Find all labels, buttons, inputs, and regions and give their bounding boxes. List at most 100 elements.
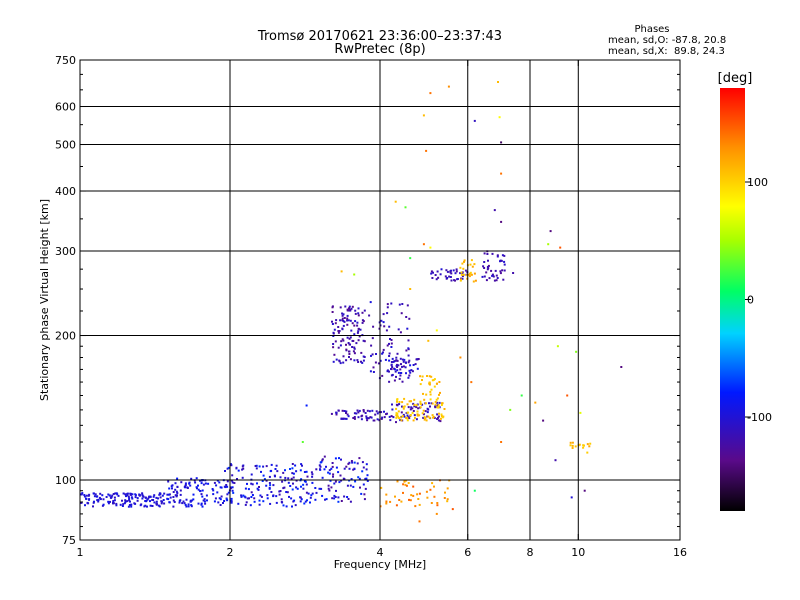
data-point (144, 496, 147, 499)
data-point (408, 400, 411, 403)
data-point (149, 504, 152, 507)
data-point (291, 467, 294, 470)
data-point (401, 380, 404, 383)
data-point (153, 494, 156, 497)
data-point (337, 409, 340, 412)
data-point (409, 499, 412, 502)
data-point (300, 485, 302, 488)
data-point (462, 267, 465, 270)
data-point (422, 413, 425, 416)
data-point (299, 469, 302, 472)
data-point (108, 494, 111, 497)
data-point (359, 328, 362, 331)
data-point (349, 336, 352, 339)
data-point (435, 512, 438, 515)
data-point (403, 480, 406, 483)
data-point (180, 481, 183, 484)
data-point (212, 489, 215, 492)
data-point (178, 501, 181, 504)
data-point (437, 415, 440, 418)
data-point (445, 269, 448, 272)
data-point (115, 502, 118, 505)
data-point (332, 331, 335, 334)
data-point (352, 350, 355, 353)
data-point (131, 493, 134, 496)
data-point (437, 404, 440, 407)
data-point (400, 372, 402, 374)
data-point (350, 478, 353, 481)
data-point (395, 416, 398, 419)
data-point (449, 276, 452, 278)
data-point (353, 347, 356, 350)
data-point (366, 474, 369, 477)
data-point (344, 305, 347, 308)
data-point (134, 496, 137, 499)
data-point (218, 497, 221, 500)
data-point (88, 498, 91, 501)
data-point (291, 463, 294, 465)
data-point (167, 480, 170, 483)
data-point (499, 259, 502, 262)
data-point (348, 353, 351, 355)
data-point (398, 499, 401, 501)
data-point (486, 253, 489, 255)
data-point (349, 500, 352, 503)
data-point (81, 492, 84, 495)
data-point (99, 492, 102, 495)
data-point (491, 252, 494, 255)
data-point (399, 419, 402, 422)
data-point (172, 496, 175, 498)
data-point (369, 370, 372, 373)
data-point (330, 467, 333, 470)
data-point (439, 420, 442, 423)
data-point (262, 474, 265, 477)
data-point (189, 499, 192, 502)
data-point (409, 408, 412, 411)
data-point (347, 319, 350, 322)
data-point (310, 471, 313, 474)
data-point (409, 371, 412, 374)
data-point (398, 377, 401, 380)
data-point (107, 493, 110, 496)
data-point (291, 472, 294, 475)
data-point (187, 503, 190, 506)
data-point (330, 412, 333, 415)
data-point (473, 119, 476, 122)
data-point (380, 486, 383, 489)
data-point (351, 322, 354, 325)
data-point (406, 403, 409, 406)
data-point (276, 470, 279, 473)
data-point (86, 502, 89, 505)
data-point (237, 469, 240, 472)
data-point (250, 496, 253, 498)
y-tick-label: 200 (55, 330, 76, 343)
data-point (395, 407, 398, 410)
data-point (358, 477, 361, 480)
data-point (388, 325, 391, 328)
data-point (381, 352, 384, 355)
data-point (450, 279, 453, 282)
data-point (395, 375, 397, 378)
data-point (364, 477, 367, 480)
data-point (346, 413, 349, 416)
data-point (279, 476, 282, 479)
data-point (127, 505, 130, 508)
data-point (486, 268, 489, 271)
data-point (212, 493, 215, 496)
data-point (422, 243, 425, 246)
data-point (498, 116, 501, 119)
data-point (469, 271, 472, 274)
data-point (466, 274, 469, 277)
data-point (253, 500, 256, 503)
data-point (579, 411, 582, 414)
data-point (329, 479, 332, 482)
data-point (319, 468, 321, 471)
data-point (196, 487, 198, 490)
data-point (281, 480, 284, 483)
data-point (109, 496, 112, 499)
data-point (341, 409, 344, 412)
data-point (390, 342, 393, 345)
data-point (107, 500, 110, 503)
data-point (232, 491, 235, 494)
data-point (304, 500, 307, 503)
